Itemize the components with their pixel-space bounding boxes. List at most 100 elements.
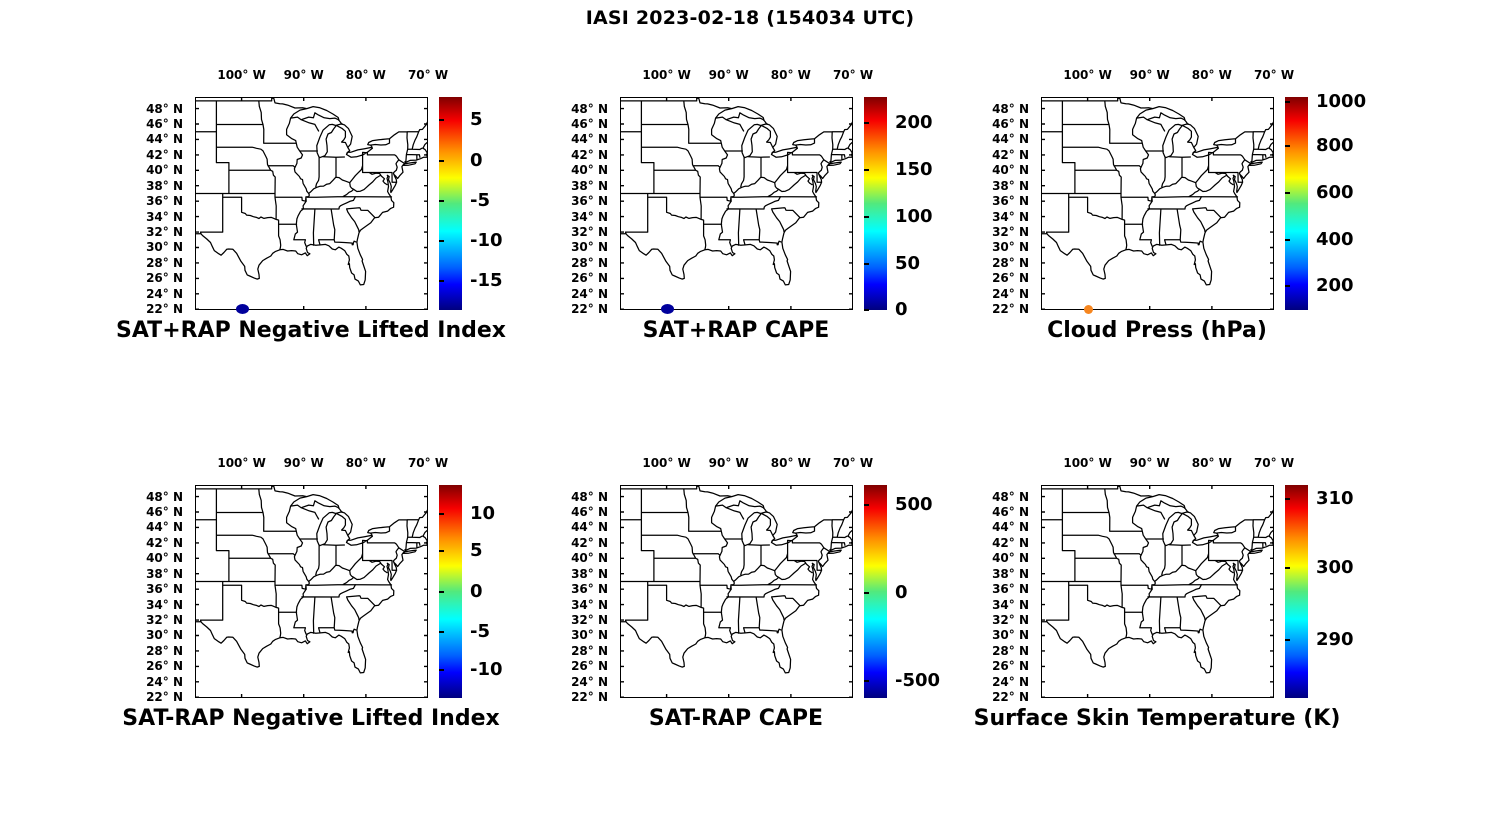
lon-tick-label: 80° W <box>770 456 811 470</box>
lat-tick-label: 46° N <box>571 117 608 131</box>
lat-tick-label: 42° N <box>992 147 1029 162</box>
lat-tick-label: 40° N <box>571 551 608 566</box>
lat-tick-label: 30° N <box>992 628 1029 643</box>
colorbar-tick-mark <box>439 550 444 553</box>
lat-tick-label: 42° N <box>571 147 608 162</box>
lat-tick-label: 24° N <box>146 286 183 301</box>
colorbar-tick-label: 310 <box>1316 487 1354 509</box>
lat-tick-label: 22° N <box>146 690 183 705</box>
colorbar-tick-label: 200 <box>1316 275 1354 297</box>
colorbar-tick-mark <box>1285 567 1290 570</box>
lat-tick-label: 24° N <box>992 286 1029 301</box>
lat-tick-label: 22° N <box>571 690 608 705</box>
lat-tick-label: 32° N <box>146 613 183 628</box>
colorbar-tick-mark <box>864 121 869 124</box>
lon-tick-label: 70° W <box>1253 456 1295 470</box>
lat-tick-label: 38° N <box>571 566 608 581</box>
lat-tick-label: 36° N <box>146 582 183 597</box>
colorbar-tick-label: 600 <box>1316 182 1354 204</box>
lat-tick-label: 40° N <box>992 163 1029 178</box>
colorbar-tick-mark <box>1285 639 1290 642</box>
figure-title: IASI 2023-02-18 (154034 UTC) <box>585 7 915 29</box>
colorbar-tick-mark <box>864 591 869 594</box>
colorbar-tick-label: 0 <box>470 580 483 602</box>
lon-tick-label: 80° W <box>345 68 386 82</box>
colorbar <box>1285 485 1308 698</box>
lon-tick-label: 80° W <box>1191 68 1232 82</box>
colorbar-tick-label: 0 <box>895 581 908 603</box>
panel-sat-plus-rap-nli: SAT+RAP Negative Lifted Index 100° W 90° … <box>116 68 506 343</box>
lon-tick-label: 70° W <box>407 68 449 82</box>
lon-tick-label: 70° W <box>407 456 449 470</box>
lat-tick-label: 28° N <box>146 643 183 658</box>
colorbar-tick-mark <box>1285 100 1290 103</box>
colorbar <box>864 97 887 310</box>
axis-tick-marks <box>1041 485 1274 698</box>
colorbar <box>439 97 462 310</box>
colorbar <box>864 485 887 698</box>
observation-dot <box>661 304 675 315</box>
lon-tick-label: 90° W <box>1129 456 1170 470</box>
lat-tick-label: 40° N <box>146 163 183 178</box>
colorbar-tick-mark <box>439 119 444 122</box>
us-states-map <box>195 485 428 698</box>
lat-tick-label: 34° N <box>992 597 1029 612</box>
state-borders-path <box>1041 485 1274 674</box>
colorbar-tick-label: -10 <box>470 659 503 681</box>
lat-tick-label: 28° N <box>571 643 608 658</box>
colorbar-tick-label: 50 <box>895 253 921 275</box>
lat-tick-label: 28° N <box>146 255 183 270</box>
lat-tick-label: 32° N <box>992 225 1029 240</box>
colorbar-tick-label: 290 <box>1316 629 1354 651</box>
colorbar-tick-mark <box>864 169 869 172</box>
axis-tick-marks <box>620 97 853 310</box>
lat-tick-label: 46° N <box>146 505 183 519</box>
lon-tick-label: 100° W <box>217 68 266 82</box>
lat-tick-label: 26° N <box>146 271 183 286</box>
observation-dot <box>1084 304 1094 314</box>
lon-tick-label: 100° W <box>1063 68 1112 82</box>
colorbar-tick-label: -5 <box>470 620 490 642</box>
colorbar-tick-label: -5 <box>470 189 490 211</box>
lon-tick-label: 100° W <box>642 456 691 470</box>
panel-title: Cloud Press (hPa) <box>1047 318 1267 343</box>
lon-tick-label: 70° W <box>1253 68 1295 82</box>
lat-tick-label: 48° N <box>992 101 1029 116</box>
observation-dot <box>236 304 250 315</box>
colorbar-tick-mark <box>439 199 444 202</box>
us-states-map <box>620 97 853 310</box>
us-states-map <box>195 97 428 310</box>
lat-tick-label: 46° N <box>992 117 1029 131</box>
lat-tick-label: 36° N <box>992 582 1029 597</box>
colorbar-tick-label: 800 <box>1316 134 1354 156</box>
lat-tick-label: 46° N <box>571 505 608 519</box>
lat-tick-label: 44° N <box>146 520 183 535</box>
lat-tick-label: 24° N <box>571 674 608 689</box>
colorbar-tick-mark <box>439 590 444 593</box>
lat-tick-label: 34° N <box>146 209 183 224</box>
colorbar-tick-mark <box>864 309 869 311</box>
lat-tick-label: 34° N <box>992 209 1029 224</box>
lat-tick-label: 44° N <box>571 520 608 535</box>
colorbar <box>1285 97 1308 310</box>
state-borders-path <box>195 485 428 674</box>
lon-tick-label: 100° W <box>642 68 691 82</box>
colorbar-tick-label: -15 <box>470 269 503 291</box>
panel-title: SAT+RAP CAPE <box>642 318 830 343</box>
colorbar-tick-label: 200 <box>895 111 933 133</box>
state-borders-path <box>620 97 853 286</box>
panel-sat-minus-rap-nli: SAT-RAP Negative Lifted Index 100° W 90° … <box>122 456 502 731</box>
lat-tick-label: 24° N <box>992 674 1029 689</box>
lat-tick-label: 40° N <box>571 163 608 178</box>
state-borders-path <box>620 485 853 674</box>
colorbar-tick-label: -10 <box>470 229 503 251</box>
colorbar-tick-mark <box>439 669 444 672</box>
lat-tick-label: 42° N <box>992 535 1029 550</box>
panel-title: SAT+RAP Negative Lifted Index <box>116 318 506 343</box>
lat-tick-label: 28° N <box>992 255 1029 270</box>
lat-tick-label: 22° N <box>146 302 183 317</box>
panel-title: SAT-RAP Negative Lifted Index <box>122 706 500 731</box>
lat-tick-label: 44° N <box>146 132 183 147</box>
